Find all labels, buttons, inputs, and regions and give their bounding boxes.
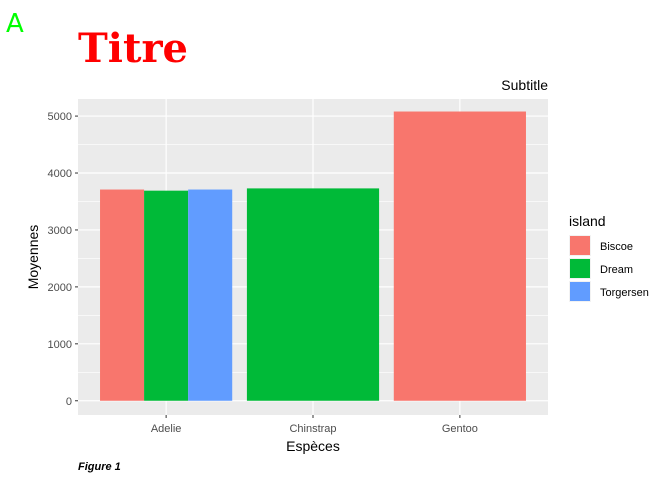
chart-subtitle: Subtitle xyxy=(501,77,548,93)
y-axis-title: Moyennes xyxy=(25,225,41,290)
y-tick-label: 5000 xyxy=(48,111,72,123)
x-tick-label-gentoo: Gentoo xyxy=(442,423,478,435)
figure-caption: Figure 1 xyxy=(78,461,121,473)
y-tick-label: 1000 xyxy=(48,339,72,351)
legend-label-dream: Dream xyxy=(600,264,633,276)
legend-label-biscoe: Biscoe xyxy=(600,241,633,253)
legend-swatch-biscoe xyxy=(570,236,590,255)
bar-adelie-torgersen xyxy=(188,189,233,401)
y-tick-label: 0 xyxy=(66,396,72,408)
bar-adelie-biscoe xyxy=(100,189,145,401)
x-tick-label-chinstrap: Chinstrap xyxy=(289,423,336,435)
legend-title: island xyxy=(569,213,606,229)
x-axis: Adelie Chinstrap Gentoo xyxy=(151,415,478,435)
y-tick-label: 2000 xyxy=(48,282,72,294)
chart-title: Titre xyxy=(78,25,188,72)
y-tick-label: 4000 xyxy=(48,168,72,180)
bar-gentoo-biscoe xyxy=(393,111,526,401)
y-axis: 0 1000 2000 3000 4000 5000 xyxy=(48,111,78,408)
bar-adelie-dream xyxy=(144,190,189,401)
legend-swatch-dream xyxy=(570,259,590,278)
legend-label-torgersen: Torgersen xyxy=(600,287,649,299)
legend: island Biscoe Dream Torgersen xyxy=(569,213,649,302)
bars xyxy=(100,111,526,401)
x-axis-title: Espèces xyxy=(286,438,340,454)
y-tick-label: 3000 xyxy=(48,225,72,237)
legend-swatch-torgersen xyxy=(570,282,590,301)
x-tick-label-adelie: Adelie xyxy=(151,423,182,435)
plot-tag: A xyxy=(6,9,24,39)
bar-chinstrap-dream xyxy=(246,188,380,401)
